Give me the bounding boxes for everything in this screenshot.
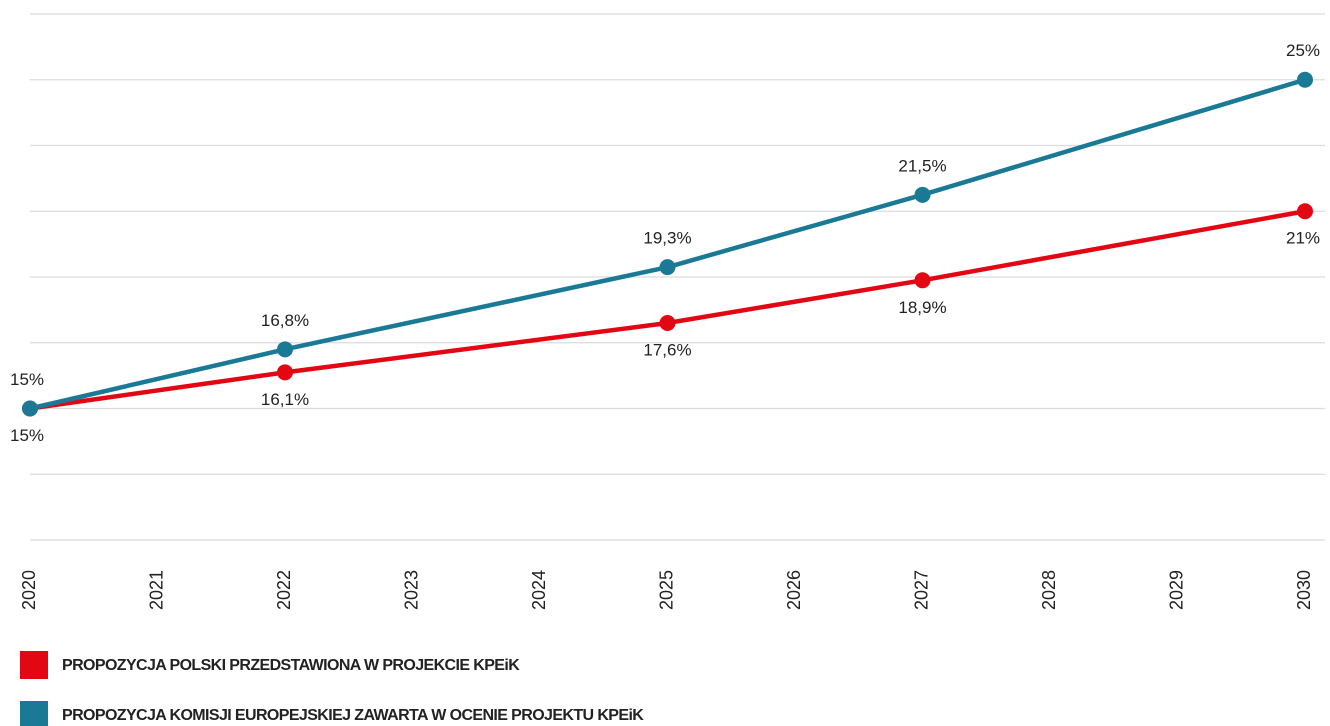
x-tick-label: 2023 <box>401 570 421 610</box>
value-label: 25% <box>1286 41 1320 60</box>
data-point <box>22 400 38 417</box>
value-label: 16,1% <box>261 390 309 409</box>
x-tick-label: 2025 <box>656 570 676 610</box>
data-point <box>914 186 931 203</box>
x-tick-label: 2028 <box>1039 570 1059 610</box>
data-point <box>659 259 676 276</box>
value-label: 15% <box>10 370 44 389</box>
data-point <box>1297 203 1313 220</box>
value-label: 21,5% <box>898 156 946 175</box>
x-tick-label: 2024 <box>529 570 549 610</box>
x-tick-label: 2030 <box>1294 570 1314 610</box>
data-point <box>277 341 293 358</box>
data-point <box>277 364 293 381</box>
value-label: 18,9% <box>898 298 946 317</box>
x-tick-label: 2027 <box>911 570 931 610</box>
data-point <box>659 315 676 332</box>
x-tick-label: 2022 <box>274 570 294 610</box>
legend-text: PROPOZYCJA KOMISJI EUROPEJSKIEJ ZAWARTA … <box>62 707 644 724</box>
x-tick-label: 2026 <box>784 570 804 610</box>
legend-swatch <box>20 651 48 679</box>
value-label: 16,8% <box>261 311 309 330</box>
value-label: 15% <box>10 426 44 445</box>
data-point <box>1297 71 1313 88</box>
data-point <box>914 272 931 289</box>
value-label: 17,6% <box>643 341 691 360</box>
value-label: 19,3% <box>643 229 691 248</box>
x-tick-label: 2021 <box>146 570 166 610</box>
legend-swatch <box>20 701 48 726</box>
x-tick-label: 2029 <box>1166 570 1186 610</box>
value-label: 21% <box>1286 229 1320 248</box>
legend-text: PROPOZYCJA POLSKI PRZEDSTAWIONA W PROJEK… <box>62 657 520 674</box>
x-tick-label: 2020 <box>19 570 39 610</box>
